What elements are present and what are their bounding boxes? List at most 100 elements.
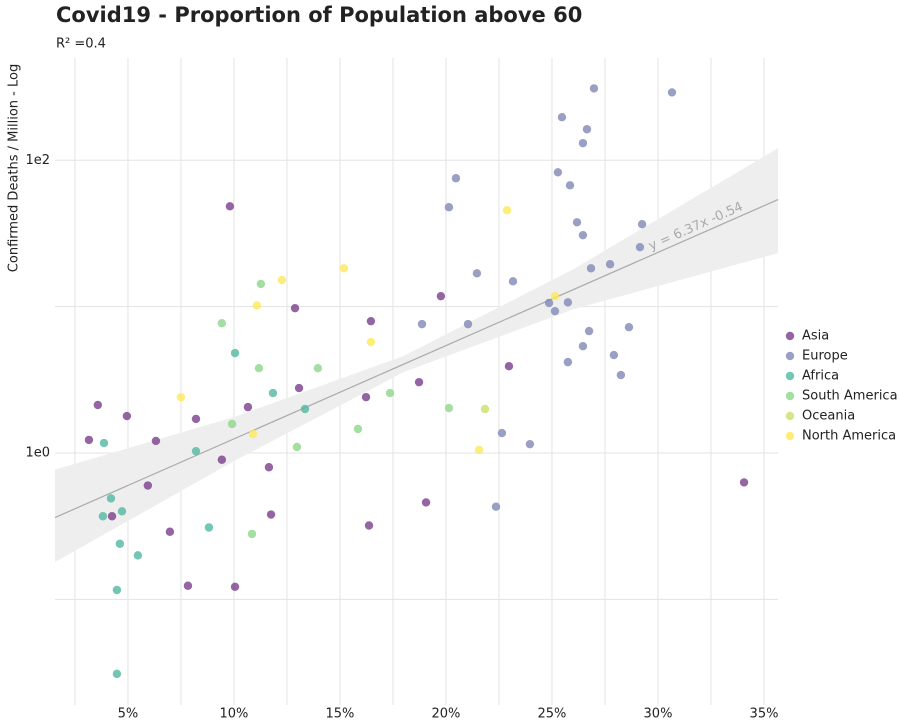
point xyxy=(290,303,300,313)
point xyxy=(230,582,240,591)
x-tick-label: 35% xyxy=(750,707,779,720)
point xyxy=(565,181,575,190)
y-tick-label: 1e0 xyxy=(25,446,50,461)
point xyxy=(294,383,304,393)
point xyxy=(300,404,310,414)
point xyxy=(254,363,264,373)
legend-label: Africa xyxy=(802,369,839,384)
point xyxy=(217,455,227,464)
chart-title: Covid19 - Proportion of Population above… xyxy=(56,3,582,27)
point xyxy=(183,581,193,590)
point xyxy=(609,350,619,360)
point xyxy=(508,277,518,286)
legend-label: Oceania xyxy=(802,409,855,424)
point xyxy=(667,88,677,97)
legend-label: Asia xyxy=(802,329,829,344)
point xyxy=(491,502,501,511)
point xyxy=(578,230,588,240)
point xyxy=(117,507,127,516)
point xyxy=(93,400,103,410)
point xyxy=(366,337,376,347)
point xyxy=(616,370,626,380)
point xyxy=(268,388,278,398)
legend-label: North America xyxy=(802,429,896,444)
legend-marker xyxy=(785,331,795,341)
point xyxy=(165,527,175,536)
chart-subtitle: R² =0.4 xyxy=(56,37,106,52)
point xyxy=(115,539,125,548)
point xyxy=(339,264,349,273)
confidence-band xyxy=(55,148,778,563)
point xyxy=(421,498,431,507)
point xyxy=(225,202,235,211)
point xyxy=(98,512,108,521)
point xyxy=(451,174,461,183)
x-tick-label: 25% xyxy=(538,707,567,720)
point xyxy=(605,260,615,269)
x-tick-label: 10% xyxy=(219,707,248,720)
point xyxy=(578,342,588,351)
point xyxy=(584,326,594,336)
point xyxy=(353,424,363,434)
point xyxy=(480,404,490,414)
point xyxy=(414,377,424,387)
point xyxy=(366,316,376,326)
point xyxy=(107,512,117,521)
point xyxy=(436,291,446,301)
legend-marker xyxy=(785,391,795,401)
point xyxy=(256,279,266,289)
point xyxy=(572,218,582,227)
point xyxy=(582,125,592,134)
point xyxy=(589,84,599,93)
point xyxy=(313,363,323,373)
point xyxy=(204,523,214,532)
point xyxy=(247,529,257,539)
y-tick-label: 1e2 xyxy=(25,153,50,168)
point xyxy=(230,348,240,358)
point xyxy=(739,478,749,487)
point xyxy=(151,436,161,446)
point xyxy=(557,113,567,122)
legend-marker xyxy=(785,411,795,421)
point xyxy=(191,446,201,456)
point xyxy=(550,291,560,301)
point xyxy=(112,669,122,679)
point xyxy=(563,298,573,307)
point xyxy=(417,319,427,329)
point xyxy=(553,168,563,177)
point xyxy=(472,269,482,278)
x-tick-label: 5% xyxy=(118,707,139,720)
point xyxy=(266,510,276,519)
point xyxy=(637,220,647,229)
point xyxy=(106,494,116,503)
point xyxy=(99,438,109,448)
point xyxy=(544,298,554,308)
point xyxy=(635,242,645,252)
point xyxy=(497,428,507,438)
legend-marker xyxy=(785,431,795,441)
point xyxy=(364,521,374,530)
legend-marker xyxy=(785,371,795,381)
x-tick-label: 15% xyxy=(326,707,355,720)
point xyxy=(444,203,454,212)
point xyxy=(112,585,122,595)
point xyxy=(385,388,395,398)
point xyxy=(243,402,253,412)
point xyxy=(122,411,132,421)
point xyxy=(504,362,514,371)
point xyxy=(292,442,302,452)
point xyxy=(176,392,186,402)
point xyxy=(252,301,262,310)
legend-marker xyxy=(785,351,795,361)
point xyxy=(217,319,227,328)
point xyxy=(444,403,454,413)
trendline xyxy=(54,199,779,519)
point xyxy=(624,323,634,332)
point xyxy=(525,439,535,449)
point xyxy=(463,319,473,329)
point xyxy=(277,275,287,285)
x-tick-label: 20% xyxy=(432,707,461,720)
y-axis-label: Confirmed Deaths / Million - Log xyxy=(7,64,22,272)
